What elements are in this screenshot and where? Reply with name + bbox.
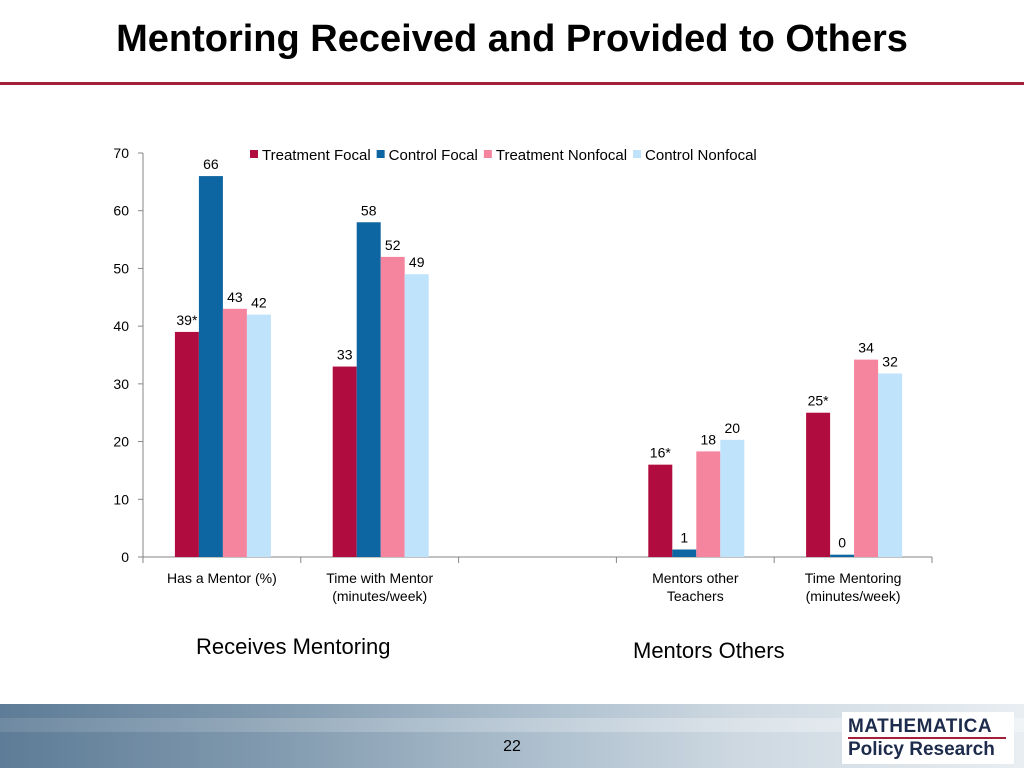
group-label-mentors-others: Mentors Others [633,638,785,663]
bar [720,439,745,557]
data-label: 0 [838,535,846,551]
bar [648,464,673,557]
legend-swatch [250,150,258,158]
y-tick-label: 50 [113,260,129,276]
data-label: 20 [725,420,741,436]
data-label: 39* [176,312,198,328]
y-tick-label: 40 [113,318,129,334]
bar [356,222,381,557]
slide-title: Mentoring Received and Provided to Other… [116,18,908,60]
y-tick-label: 0 [121,549,129,565]
data-label: 42 [251,295,267,311]
y-tick-label: 60 [113,203,129,219]
logo-divider [848,737,1006,739]
legend-entry: Treatment Nonfocal [496,147,627,164]
bar [672,549,697,557]
data-label: 25* [808,393,830,409]
x-tick-label: Time with Mentor [326,570,433,586]
x-tick-label: Teachers [667,588,724,604]
data-label: 58 [361,202,377,218]
bar [222,308,247,557]
bar [878,373,903,557]
x-tick-label: (minutes/week) [332,588,427,604]
title-divider [0,82,1024,85]
group-label-receives-mentoring: Receives Mentoring [196,634,391,659]
x-tick-label: Mentors other [652,570,739,586]
data-label: 16* [650,445,672,461]
logo-wordmark: MATHEMATICA [848,716,993,737]
mathematica-logo: MATHEMATICA Policy Research [842,712,1014,764]
y-tick-label: 20 [113,434,129,450]
bar [404,274,429,557]
x-tick-label: Has a Mentor (%) [167,570,277,586]
legend-swatch [633,150,642,158]
bar [174,331,199,557]
x-tick-label: Time Mentoring [805,570,902,586]
legend-swatch [483,150,492,158]
data-label: 43 [227,289,243,305]
y-tick-label: 70 [113,145,129,161]
bar [696,451,721,557]
legend-entry: Control Focal [389,147,478,164]
data-label: 1 [680,529,688,545]
bar [806,412,831,557]
data-label: 34 [858,340,874,356]
data-label: 32 [882,353,898,369]
bar [854,359,879,557]
legend-entry: Treatment Focal [262,147,371,164]
x-tick-label: (minutes/week) [806,588,901,604]
y-tick-label: 10 [113,491,129,507]
data-label: 66 [203,156,219,172]
data-label: 49 [409,254,425,270]
data-label: 52 [385,237,401,253]
legend-entry: Control Nonfocal [645,147,757,164]
data-label: 33 [337,347,353,363]
logo-tagline: Policy Research [848,739,995,760]
bar [830,554,855,557]
bar [198,176,223,558]
bar [246,314,271,557]
legend-swatch [376,150,385,158]
data-label: 18 [701,431,717,447]
bar [380,256,405,557]
bar [332,366,357,557]
y-tick-label: 30 [113,376,129,392]
page-number: 22 [503,738,521,755]
